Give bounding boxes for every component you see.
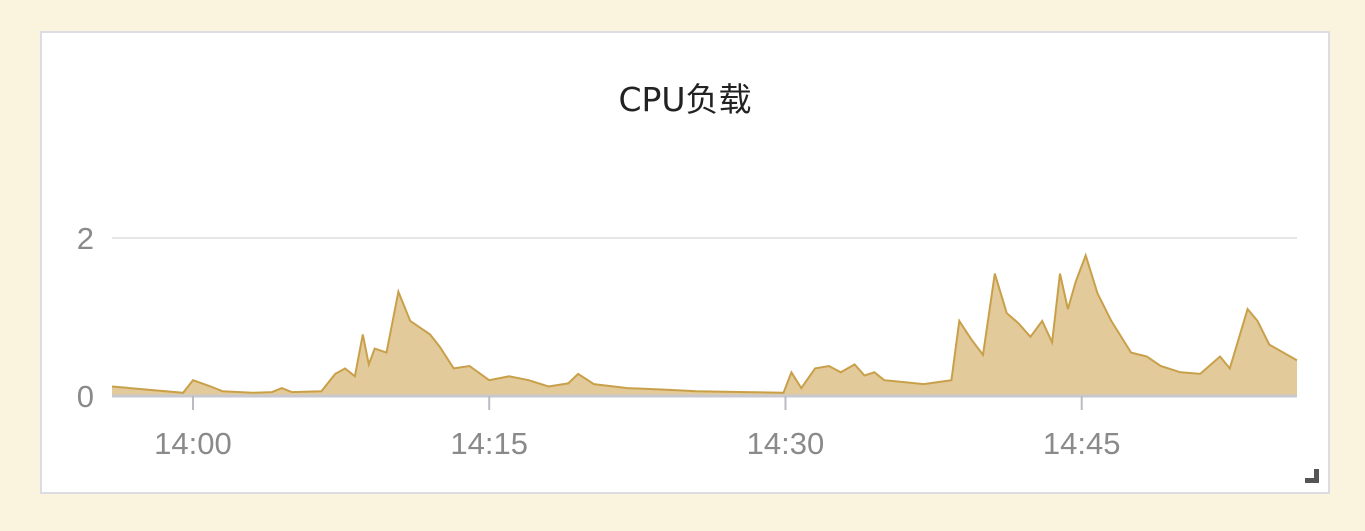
x-tick-label: 14:30 [747,426,825,461]
y-tick-label: 0 [77,379,94,414]
series-layer [111,252,1298,396]
x-tick-label: 14:00 [154,426,232,461]
chart-title: CPU负载 [618,80,752,119]
axis-layer: 0 2 14:00 14:15 14:30 14:45 [77,221,1297,461]
series-line [111,252,1298,394]
resize-handle-icon[interactable] [1305,469,1319,483]
chart-panel: CPU负载 0 2 14:00 14:15 14:30 14:45 [40,31,1330,494]
series-area [112,255,1297,396]
x-tick-label: 14:45 [1043,426,1121,461]
y-tick-label: 2 [77,221,94,256]
x-tick-label: 14:15 [450,426,528,461]
chart-plot: 0 2 14:00 14:15 14:30 14:45 [77,221,1298,461]
